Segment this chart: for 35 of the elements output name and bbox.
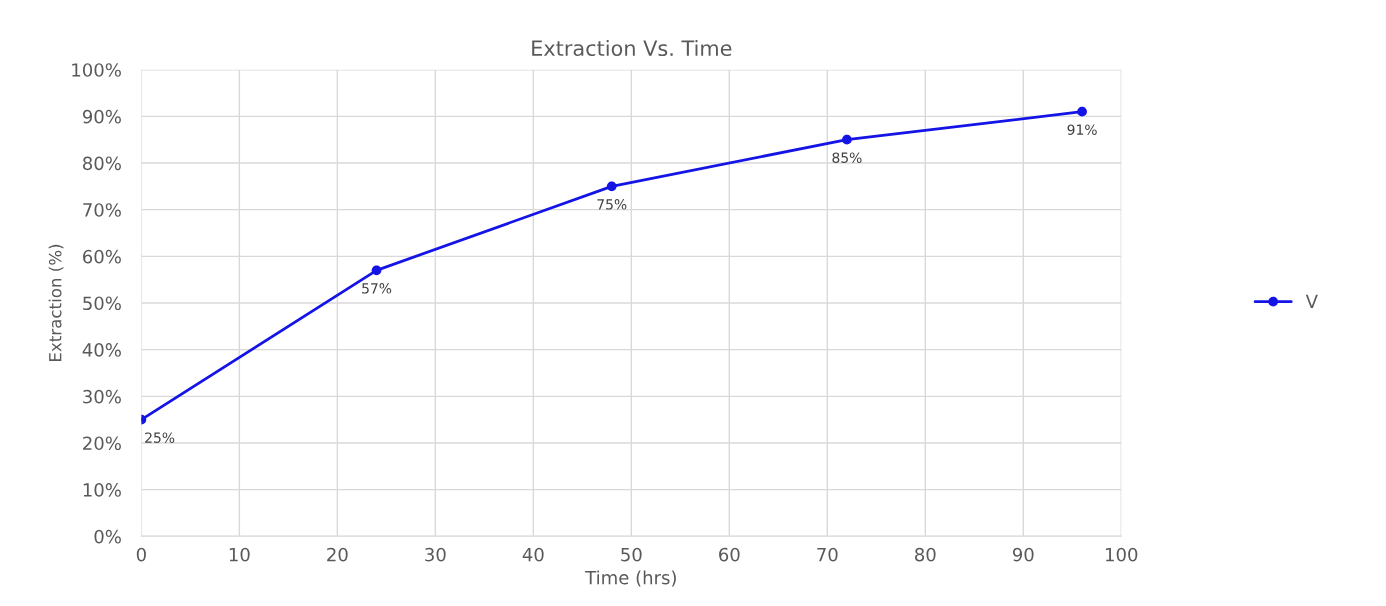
y-tick-label: 70% (83, 203, 121, 217)
y-tick-label: 50% (83, 296, 121, 311)
x-tick-label: 80 (915, 547, 936, 562)
y-tick-label: 80% (83, 156, 121, 171)
x-tick-label: 100 (1106, 547, 1138, 562)
y-tick-label: 20% (83, 436, 121, 451)
x-tick-label: 70 (817, 547, 838, 562)
x-tick-label: 40 (522, 547, 544, 562)
x-tick-label: 20 (327, 547, 348, 562)
legend-label: V (1305, 294, 1318, 308)
y-tick-label: 60% (83, 249, 121, 264)
x-axis-title: Time (hrs) (585, 570, 676, 587)
x-tick-label: 90 (1012, 547, 1034, 562)
x-tick-label: 0 (136, 547, 146, 562)
y-tick-label: 100% (72, 63, 121, 77)
point (842, 134, 852, 145)
x-tick-label: 60 (719, 547, 740, 562)
point (606, 181, 617, 192)
chart-title: Extraction Vs. Time (532, 39, 732, 57)
data-label: 57% (362, 283, 392, 294)
x-tick-label: 30 (425, 547, 446, 562)
data-label: 91% (1067, 124, 1097, 135)
point (371, 265, 382, 276)
y-tick-label: 0% (94, 529, 121, 544)
y-tick-label: 40% (82, 343, 121, 357)
y-tick-label: 90% (82, 109, 121, 124)
data-label: 25% (145, 432, 175, 443)
x-tick-label: 10 (229, 547, 250, 562)
y-tick-label: 10% (83, 483, 121, 497)
data-label: 75% (597, 199, 627, 210)
y-tick-label: 30% (83, 389, 121, 404)
x-tick-label: 50 (621, 547, 642, 562)
y-axis-title: Extraction (%) (48, 244, 64, 361)
data-label: 85% (832, 152, 862, 163)
point (1077, 106, 1087, 117)
